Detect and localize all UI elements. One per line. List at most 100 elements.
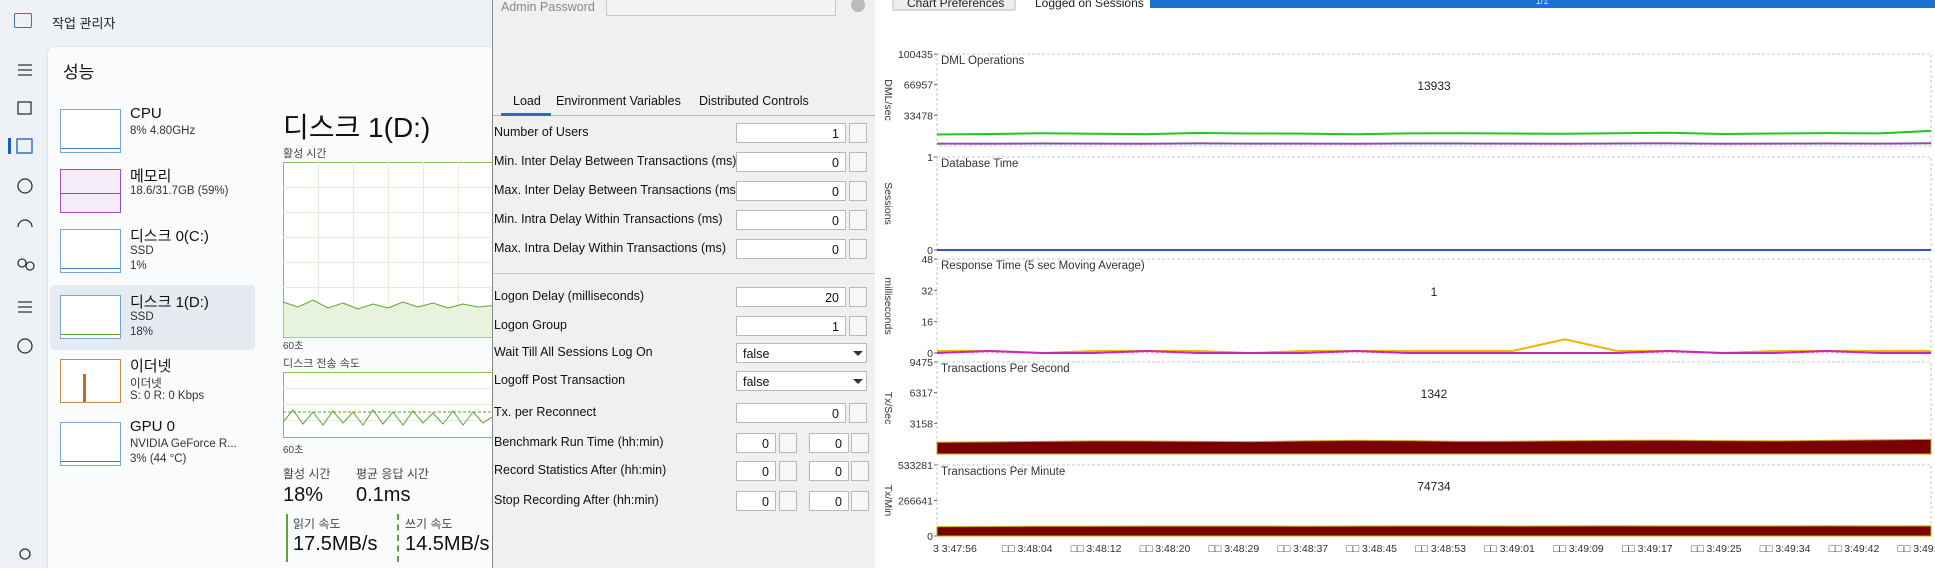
field-label: Min. Inter Delay Between Transactions (m… xyxy=(494,154,736,168)
spinner[interactable] xyxy=(849,152,867,172)
device-thumbnail[interactable] xyxy=(60,295,121,339)
chart-title: Response Time (5 sec Moving Average) xyxy=(941,260,1145,272)
tab[interactable]: Environment Variables xyxy=(556,94,681,108)
disk-title: 디스크 1(D:) xyxy=(283,106,430,146)
number-input[interactable]: 20 xyxy=(736,287,846,307)
tab[interactable]: Load xyxy=(513,94,541,108)
line xyxy=(937,339,1931,353)
spinner[interactable] xyxy=(849,123,867,143)
spinner[interactable] xyxy=(849,239,867,259)
dropdown-arrow[interactable] xyxy=(853,379,863,384)
device-detail: SSD xyxy=(130,245,154,257)
y-tick-label: 9475 xyxy=(910,357,934,369)
current-value: 1342 xyxy=(1421,387,1448,401)
x-tick-label: □□ 3:48:53 xyxy=(1415,543,1466,555)
y-axis-label: milliseconds xyxy=(882,277,894,334)
device-thumbnail[interactable] xyxy=(60,422,121,466)
panel-tab-label[interactable]: Chart Preferences xyxy=(907,0,1004,10)
number-input[interactable]: 0 xyxy=(736,403,846,423)
line xyxy=(937,131,1931,135)
spinner[interactable] xyxy=(849,210,867,230)
y-tick-label: 66957 xyxy=(904,80,933,92)
chart-title: Database Time xyxy=(941,158,1018,170)
hours-input[interactable]: 0 xyxy=(736,433,776,453)
spinner[interactable] xyxy=(849,403,867,423)
field-label: Benchmark Run Time (hh:min) xyxy=(494,435,664,449)
field-label: Tx. per Reconnect xyxy=(494,405,596,419)
number-input[interactable]: 0 xyxy=(736,152,846,172)
spinner[interactable] xyxy=(849,181,867,201)
device-thumbnail[interactable] xyxy=(60,229,121,273)
spinner[interactable] xyxy=(779,433,797,453)
device-name[interactable]: 이더넷 xyxy=(130,355,171,376)
spinner[interactable] xyxy=(851,491,869,511)
tab-underline xyxy=(501,113,551,116)
number-input[interactable]: 0 xyxy=(736,210,846,230)
dropdown[interactable]: false xyxy=(736,343,867,363)
current-value: 1 xyxy=(1431,285,1438,299)
time-span: 60초 xyxy=(283,337,303,352)
x-tick-label: □□ 3:49:42 xyxy=(1829,543,1880,555)
spinner[interactable] xyxy=(851,461,869,481)
number-input[interactable]: 1 xyxy=(736,316,846,336)
password-input[interactable] xyxy=(606,0,836,16)
spinner[interactable] xyxy=(849,316,867,336)
dropdown[interactable]: false xyxy=(736,371,867,391)
spinner[interactable] xyxy=(779,491,797,511)
device-name[interactable]: CPU xyxy=(130,105,162,122)
y-tick-label: 3158 xyxy=(910,418,934,430)
minutes-input[interactable]: 0 xyxy=(809,433,849,453)
chart-title: Transactions Per Minute xyxy=(941,466,1065,478)
dropdown-arrow[interactable] xyxy=(853,351,863,356)
y-tick-label: 1 xyxy=(927,152,933,164)
stat-label: 쓰기 속도 xyxy=(405,515,453,532)
hours-input[interactable]: 0 xyxy=(736,461,776,481)
x-tick-label: □□ 3:48:29 xyxy=(1209,543,1260,555)
panel-tab-label[interactable]: Logged on Sessions xyxy=(1035,0,1144,10)
hours-input[interactable]: 0 xyxy=(736,491,776,511)
y-tick-label: 0 xyxy=(927,531,933,543)
minutes-input[interactable]: 0 xyxy=(809,491,849,511)
number-input[interactable]: 0 xyxy=(736,239,846,259)
y-axis-label: DML/sec xyxy=(882,79,894,120)
graph-label: 활성 시간 xyxy=(283,145,327,161)
device-detail: SSD xyxy=(130,311,154,323)
nav-rail xyxy=(8,50,42,568)
x-tick-label: □□ 3:48:20 xyxy=(1140,543,1191,555)
device-detail: 18.6/31.7GB (59%) xyxy=(130,185,228,197)
device-name[interactable]: 디스크 1(D:) xyxy=(130,291,209,312)
device-detail: 이더넷 xyxy=(130,375,162,391)
area xyxy=(937,526,1931,536)
device-detail: S: 0 R: 0 Kbps xyxy=(130,390,204,402)
tab[interactable]: Distributed Controls xyxy=(699,94,809,108)
chart-frame xyxy=(937,465,1931,536)
y-tick-label: 48 xyxy=(921,254,933,266)
x-tick-label: □□ 3:48:37 xyxy=(1278,543,1329,555)
write-marker xyxy=(397,514,399,562)
number-input[interactable]: 0 xyxy=(736,181,846,201)
number-input[interactable]: 1 xyxy=(736,123,846,143)
chart-frame xyxy=(937,362,1931,454)
stat-label: 읽기 속도 xyxy=(293,515,341,532)
y-tick-label: 16 xyxy=(921,317,933,329)
device-name[interactable]: GPU 0 xyxy=(130,418,175,435)
device-name[interactable]: 디스크 0(C:) xyxy=(130,225,209,246)
device-thumbnail[interactable] xyxy=(60,169,121,213)
current-value: 13933 xyxy=(1417,79,1451,93)
device-thumbnail[interactable] xyxy=(60,109,121,153)
y-axis-label: Tx/Min xyxy=(882,485,894,517)
transfer-graph xyxy=(283,372,492,438)
minutes-input[interactable]: 0 xyxy=(809,461,849,481)
field-label: Max. Intra Delay Within Transactions (ms… xyxy=(494,241,726,255)
chart-title: Transactions Per Second xyxy=(941,363,1070,375)
x-tick-label: □□ 3:49:34 xyxy=(1760,543,1811,555)
help-icon[interactable] xyxy=(851,0,865,12)
y-tick-label: 6317 xyxy=(910,388,934,400)
spinner[interactable] xyxy=(849,287,867,307)
device-name[interactable]: 메모리 xyxy=(130,165,171,186)
y-tick-label: 32 xyxy=(921,285,933,297)
device-thumbnail[interactable] xyxy=(60,359,121,403)
spinner[interactable] xyxy=(851,433,869,453)
spinner[interactable] xyxy=(779,461,797,481)
y-tick-label: 266641 xyxy=(898,495,933,507)
